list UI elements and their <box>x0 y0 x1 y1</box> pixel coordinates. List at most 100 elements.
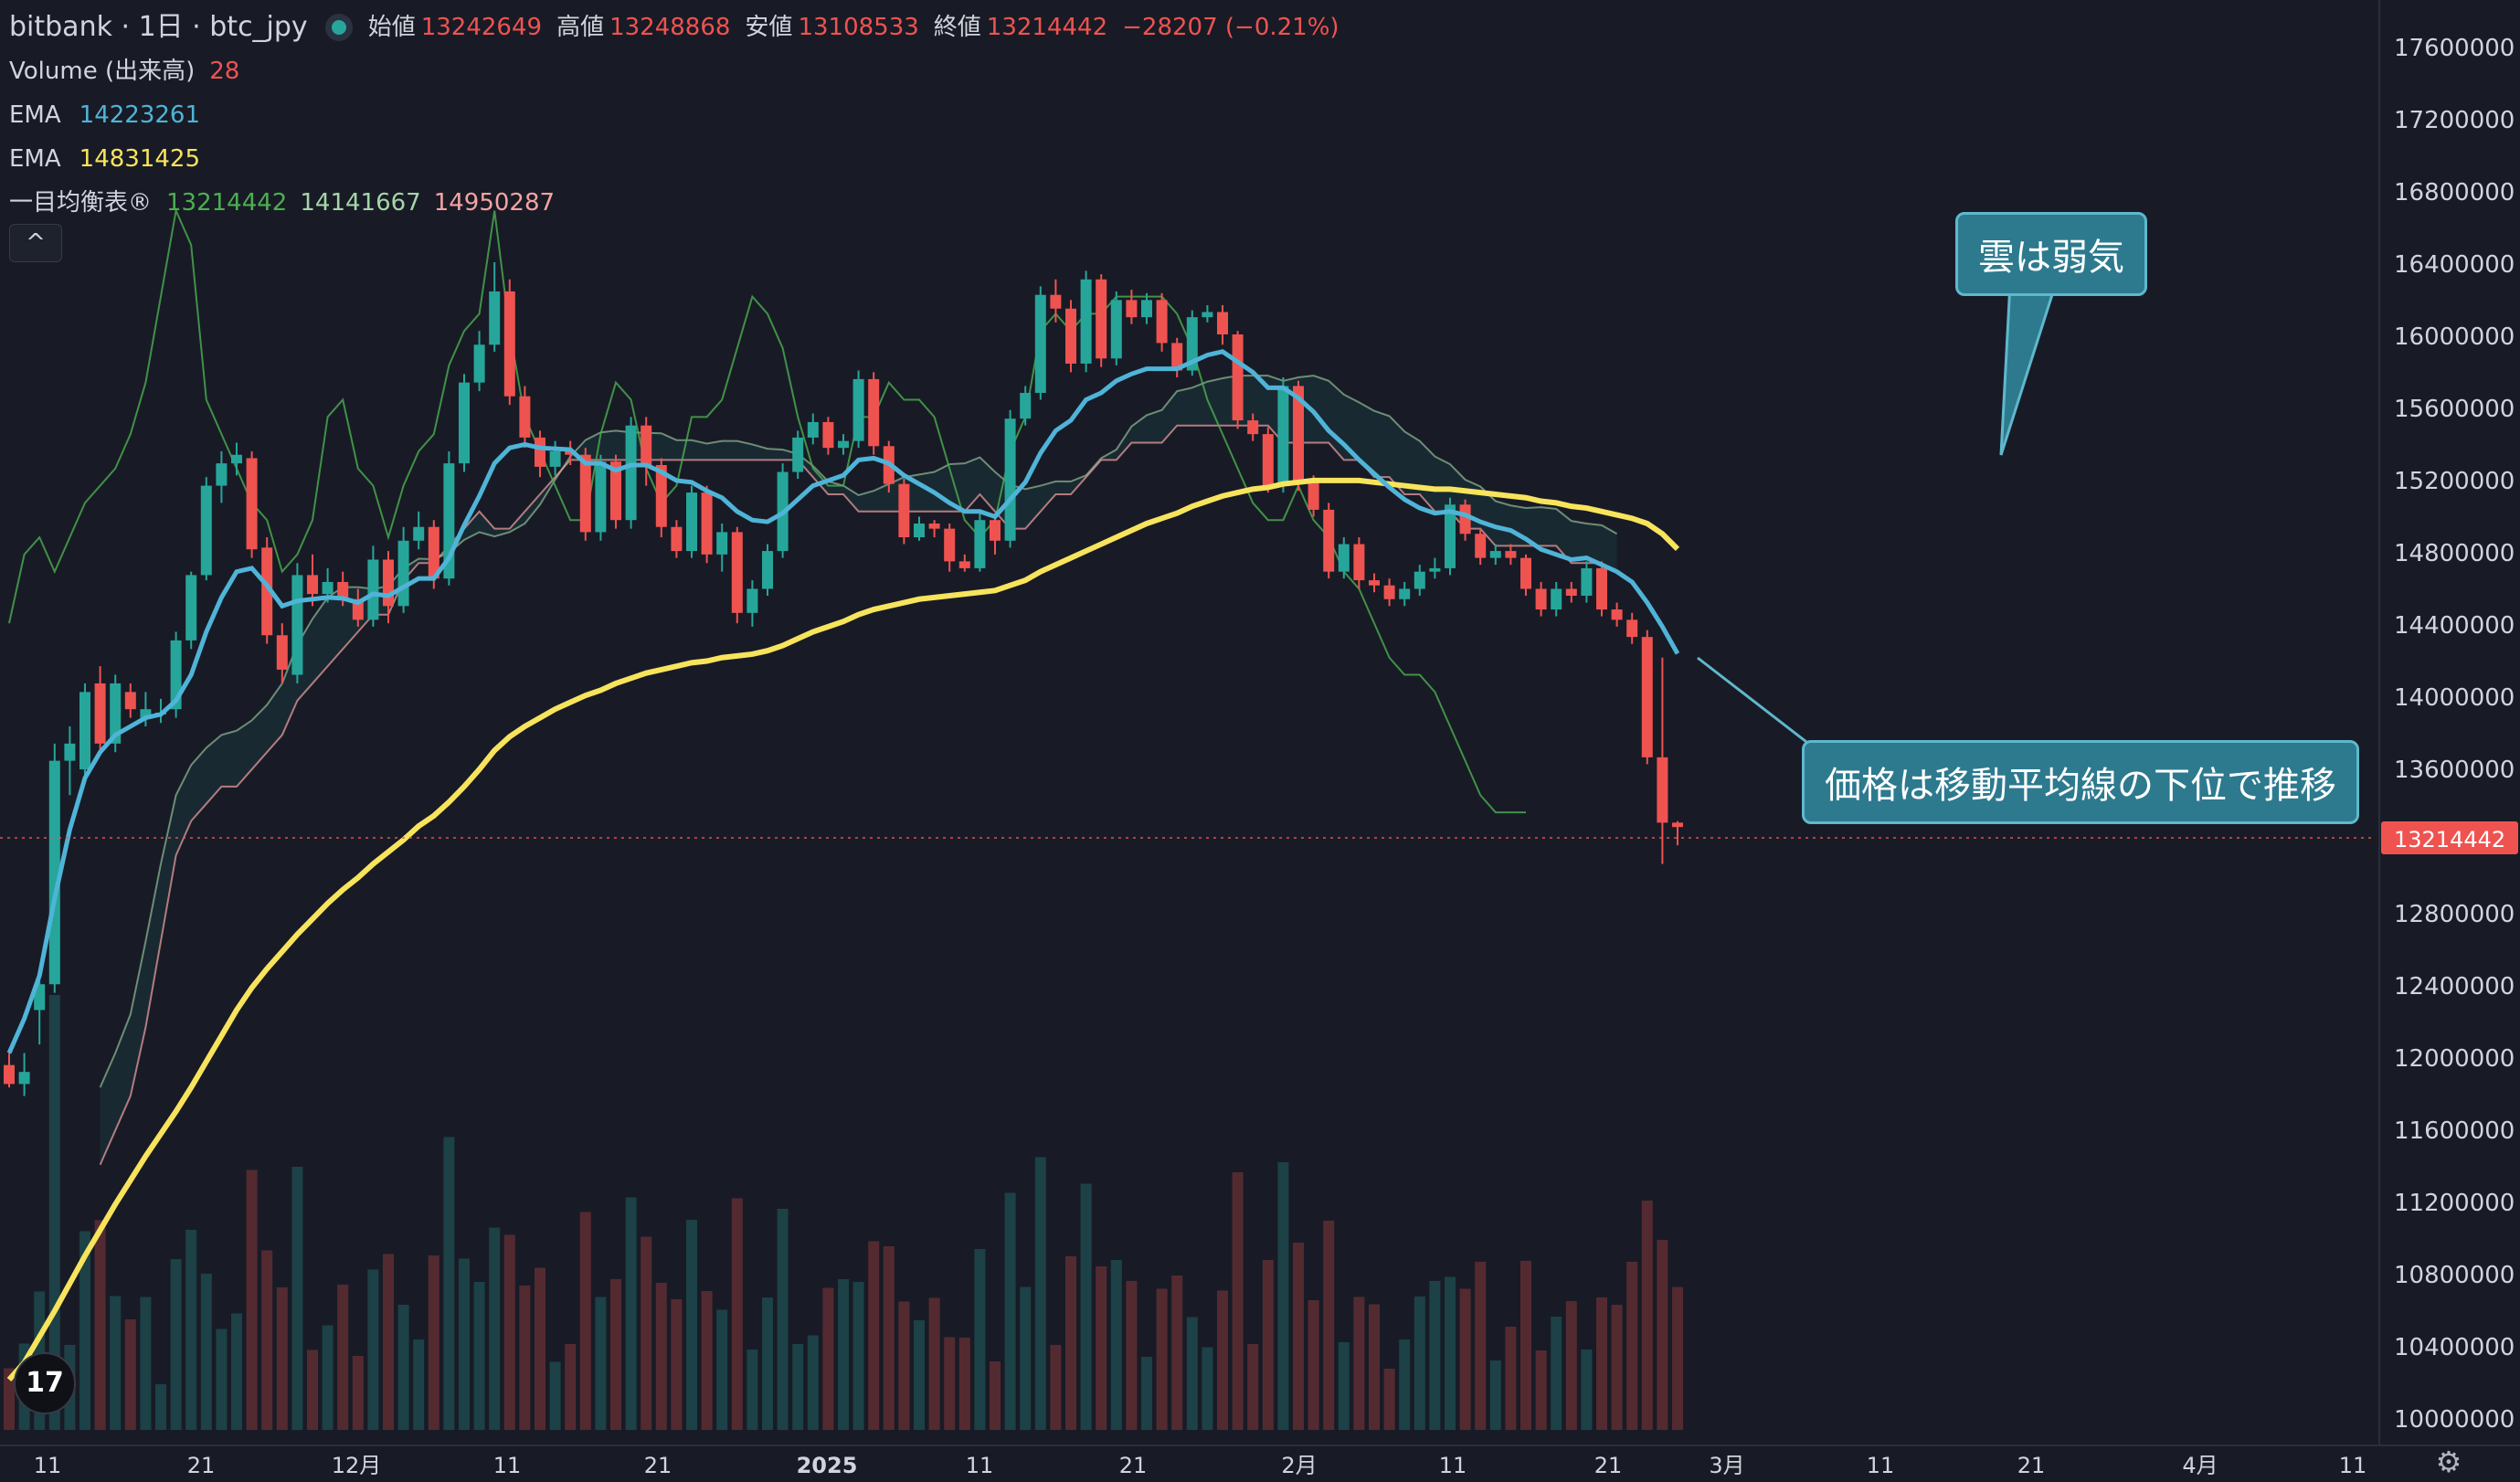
volume-bar <box>1110 1260 1122 1430</box>
volume-bar <box>1459 1288 1471 1430</box>
volume-bar <box>246 1170 258 1430</box>
volume-bar <box>503 1234 515 1430</box>
time-tick-label: 11 <box>1867 1453 1895 1478</box>
market-status-icon <box>331 20 346 35</box>
candle-body <box>1399 588 1411 599</box>
price-tick-label: 15200000 <box>2394 468 2515 495</box>
time-tick-label: 21 <box>2017 1453 2046 1478</box>
candle-body <box>1050 294 1062 309</box>
volume-bar <box>990 1361 1001 1430</box>
volume-bar <box>549 1361 561 1430</box>
price-tick-label: 10800000 <box>2394 1262 2515 1289</box>
high-label: 高値 <box>556 14 605 41</box>
time-tick-label: 12月 <box>332 1453 382 1478</box>
volume-bar <box>1551 1317 1562 1430</box>
open-label: 始値 <box>367 14 416 41</box>
ema-fast-line <box>6 349 1680 1054</box>
volume-bar <box>928 1297 940 1430</box>
candle-body <box>1262 434 1274 486</box>
time-tick-label: 11 <box>1439 1453 1467 1478</box>
volume-legend[interactable]: Volume (出来高) 28 <box>9 49 1339 93</box>
price-tick-label: 12800000 <box>2394 901 2515 928</box>
volume-bar <box>1535 1350 1547 1430</box>
candle-body <box>1034 294 1046 393</box>
callout-pointer-cloud <box>1999 281 2059 456</box>
candle-body <box>1369 580 1380 586</box>
volume-bar <box>1202 1347 1213 1430</box>
volume-bar <box>1065 1256 1076 1430</box>
volume-bar <box>140 1297 152 1430</box>
candle-body <box>1126 300 1138 318</box>
candle-body <box>868 378 880 447</box>
volume-bar <box>777 1209 789 1430</box>
volume-bar <box>155 1384 166 1430</box>
volume-bar <box>1489 1360 1501 1430</box>
volume-value: 28 <box>209 58 240 85</box>
volume-label: Volume (出来高) <box>9 58 196 85</box>
time-axis[interactable]: 11 21 12月 11 21 2025 11 21 2月 11 21 3月 11 21 4月 11 <box>34 1453 2367 1478</box>
collapse-legend-button[interactable]: ^ <box>9 224 62 262</box>
candle-body <box>701 492 713 555</box>
current-price-tag <box>2381 821 2518 854</box>
price-tick-label: 15600000 <box>2394 396 2515 423</box>
time-tick-label: 3月 <box>1709 1453 1744 1478</box>
price-tick-label: 13600000 <box>2394 757 2515 784</box>
ichimoku-legend[interactable]: 一目均衡表® 13214442 14141667 14950287 <box>9 181 1339 225</box>
volume-bar <box>231 1313 242 1430</box>
volume-bar <box>898 1301 910 1430</box>
volume-bar <box>413 1339 425 1430</box>
candle-body <box>1505 551 1517 558</box>
volume-bar <box>185 1230 197 1430</box>
settings-gear-icon[interactable]: ⚙ <box>2435 1445 2462 1479</box>
price-axis[interactable]: 17600000 17200000 16800000 16400000 16000000… <box>2394 35 2515 1434</box>
volume-bar <box>535 1267 545 1430</box>
volume-bar <box>1399 1339 1411 1430</box>
candle-body <box>459 382 470 464</box>
volume-bar <box>1171 1276 1183 1430</box>
volume-bar <box>1080 1183 1092 1430</box>
volume-bar <box>200 1274 212 1430</box>
candle-body <box>549 450 561 467</box>
candle-body <box>822 421 834 449</box>
volume-bar <box>79 1231 90 1430</box>
ema-fast-label: EMA <box>9 101 61 129</box>
volume-bar <box>671 1299 683 1430</box>
volume-bar <box>1429 1281 1441 1430</box>
candle-body <box>1535 588 1547 610</box>
volume-bar <box>276 1287 288 1430</box>
volume-bar <box>701 1291 713 1430</box>
ema-fast-legend[interactable]: EMA 14223261 <box>9 93 1339 137</box>
volume-bar <box>459 1258 470 1430</box>
ema-slow-line <box>6 477 1680 1381</box>
volume-bar <box>1641 1201 1653 1430</box>
price-tick-label: 10000000 <box>2394 1406 2515 1434</box>
candle-body <box>716 532 728 555</box>
candle-body <box>48 760 60 985</box>
price-tick-label: 12000000 <box>2394 1045 2515 1073</box>
candle-body <box>852 378 864 441</box>
candle-body <box>746 588 758 613</box>
ema-slow-legend[interactable]: EMA 14831425 <box>9 137 1339 181</box>
candle-body <box>762 551 773 589</box>
candle-body <box>34 984 46 1011</box>
candle-body <box>352 598 364 620</box>
volume-bar <box>1475 1262 1487 1430</box>
ichimoku-value-3: 14950287 <box>433 189 556 217</box>
close-label: 終値 <box>933 14 981 41</box>
volume-bar <box>4 1368 15 1430</box>
candle-body <box>990 520 1001 541</box>
volume-bar <box>852 1282 864 1430</box>
volume-bar <box>565 1344 577 1430</box>
symbol-title[interactable]: bitbank · 1日 · btc_jpy <box>9 11 308 43</box>
tradingview-logo-icon[interactable]: 17 <box>14 1352 76 1414</box>
candle-body <box>1672 822 1683 828</box>
volume-bar <box>883 1246 895 1430</box>
candle-body <box>671 526 683 552</box>
candle-body <box>1475 534 1487 558</box>
high-value: 13248868 <box>609 14 731 41</box>
volume-bar <box>1217 1290 1228 1430</box>
open-value: 13242649 <box>420 14 543 41</box>
candle-body <box>610 461 621 521</box>
volume-bar <box>1034 1157 1046 1430</box>
